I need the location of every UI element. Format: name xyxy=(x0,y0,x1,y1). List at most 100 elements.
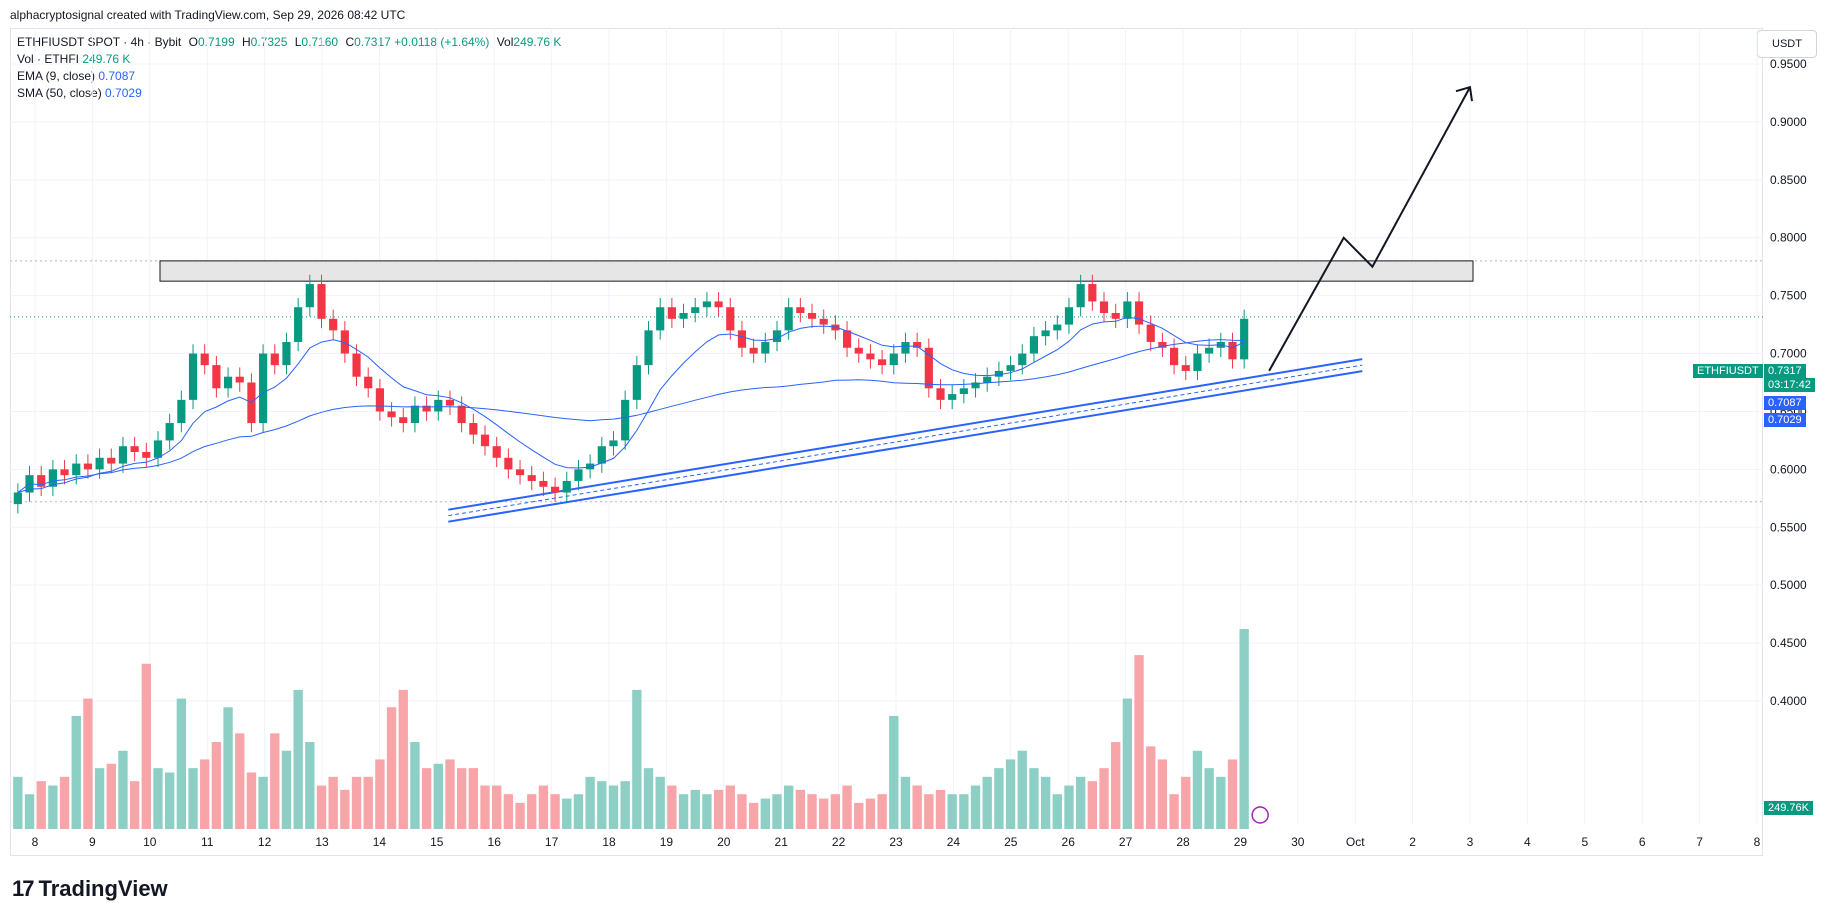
vol-key: Vol xyxy=(496,35,514,49)
candle-body xyxy=(772,330,782,342)
y-tick-label: 0.6000 xyxy=(1770,462,1807,476)
x-tick-label: 19 xyxy=(660,835,674,849)
volume-bar xyxy=(819,798,829,829)
ema-label[interactable]: EMA (9, close) xyxy=(17,69,96,83)
x-tick-label: 4 xyxy=(1524,835,1531,849)
volume-bar xyxy=(421,768,432,829)
volume-bar xyxy=(807,794,817,829)
candle-body xyxy=(562,480,571,493)
candle-body xyxy=(1146,324,1155,342)
x-tick-label: 16 xyxy=(488,835,502,849)
volume-bar xyxy=(13,776,23,829)
candle-body xyxy=(574,469,583,481)
volume-bar xyxy=(1134,655,1144,829)
volume-bar xyxy=(270,733,280,829)
sma-label[interactable]: SMA (50, close) xyxy=(17,86,102,100)
volume-bar xyxy=(48,785,58,829)
candle-body xyxy=(656,307,665,331)
volume-bar xyxy=(924,794,934,829)
volume-bar xyxy=(678,794,689,829)
volume-bar xyxy=(235,733,245,829)
x-tick-label: 20 xyxy=(717,835,731,849)
alert-icon xyxy=(1251,806,1269,824)
candle-body xyxy=(259,353,268,424)
volume-bar xyxy=(748,802,759,829)
candle-body xyxy=(913,341,922,348)
volume-bar xyxy=(737,794,747,829)
candle-body xyxy=(983,376,992,383)
volume-bar xyxy=(211,742,222,829)
candle-body xyxy=(1041,330,1050,337)
candle-body xyxy=(819,318,828,325)
candle-body xyxy=(621,399,630,441)
candle-body xyxy=(796,307,805,314)
volume-bar xyxy=(1087,781,1098,829)
y-tick-label: 0.5000 xyxy=(1770,578,1807,592)
candle-body xyxy=(317,284,326,319)
x-tick-label: 3 xyxy=(1467,835,1474,849)
x-tick-label: 30 xyxy=(1291,835,1305,849)
candle-body xyxy=(118,446,128,464)
volume-row: Vol · ETHFI 249.76 K xyxy=(17,51,561,68)
candle-body xyxy=(188,353,198,400)
sma-badge: 0.7029 xyxy=(1764,413,1806,427)
volume-bar xyxy=(340,789,350,829)
volume-bar xyxy=(842,785,852,829)
x-tick-label: 24 xyxy=(947,835,961,849)
candle-body xyxy=(95,457,104,470)
volume-bar xyxy=(702,794,712,829)
sma-row: SMA (50, close) 0.7029 xyxy=(17,85,561,102)
x-tick-label: 23 xyxy=(889,835,903,849)
candle-body xyxy=(375,388,384,412)
volume-bar xyxy=(316,785,327,829)
candle-body xyxy=(60,469,69,476)
volume-bar xyxy=(1040,776,1051,829)
candle-body xyxy=(72,463,81,476)
x-tick-label: 21 xyxy=(775,835,789,849)
volume-bar xyxy=(994,768,1004,829)
candle-body xyxy=(644,330,653,366)
volume-bar xyxy=(632,689,642,829)
tradingview-logo[interactable]: 17 TradingView xyxy=(12,876,168,902)
volume-bar xyxy=(1075,776,1086,829)
volume-bar xyxy=(620,781,630,829)
attribution-text: alphacryptosignal created with TradingVi… xyxy=(10,8,406,22)
candle-body xyxy=(340,330,349,354)
candle-body xyxy=(632,365,641,400)
currency-selector[interactable]: USDT xyxy=(1757,30,1817,58)
volume-label[interactable]: Vol · ETHFI xyxy=(17,52,80,66)
volume-bar xyxy=(643,768,654,829)
candle-body xyxy=(1123,301,1132,319)
chart-frame xyxy=(10,28,1763,856)
price-badge: 0.7317 xyxy=(1764,364,1806,378)
volume-bar xyxy=(141,663,151,829)
tv-logo-icon: 17 xyxy=(12,876,35,901)
candle-body xyxy=(329,318,338,331)
candle-body xyxy=(1205,347,1214,354)
support-line-mid xyxy=(448,364,1363,517)
y-tick-label: 0.4500 xyxy=(1770,636,1807,650)
x-tick-label: 18 xyxy=(602,835,616,849)
candle-body xyxy=(37,475,46,487)
candle-body xyxy=(691,307,700,314)
candle-body xyxy=(586,463,595,470)
x-tick-label: 25 xyxy=(1004,835,1018,849)
candle-body xyxy=(889,353,898,366)
x-tick-label: 8 xyxy=(32,835,39,849)
volume-bar xyxy=(83,698,93,829)
volume-bar xyxy=(328,776,338,829)
symbol-row: ETHFIUSDT SPOT · 4h · Bybit O0.7199 H0.7… xyxy=(17,34,561,51)
x-tick-label: 12 xyxy=(258,835,272,849)
symbol-badge: ETHFIUSDT xyxy=(1693,364,1763,378)
y-tick-label: 0.8500 xyxy=(1770,173,1807,187)
candle-body xyxy=(48,469,57,487)
ema-badge: 0.7087 xyxy=(1764,396,1806,410)
volume-bar xyxy=(690,789,700,829)
volume-bar xyxy=(1122,698,1133,829)
candle-body xyxy=(165,423,174,441)
candle-body xyxy=(1088,284,1097,302)
volume-bar xyxy=(877,794,887,829)
candle-body xyxy=(1228,341,1237,360)
symbol-label[interactable]: ETHFIUSDT SPOT · 4h · Bybit xyxy=(17,35,182,49)
